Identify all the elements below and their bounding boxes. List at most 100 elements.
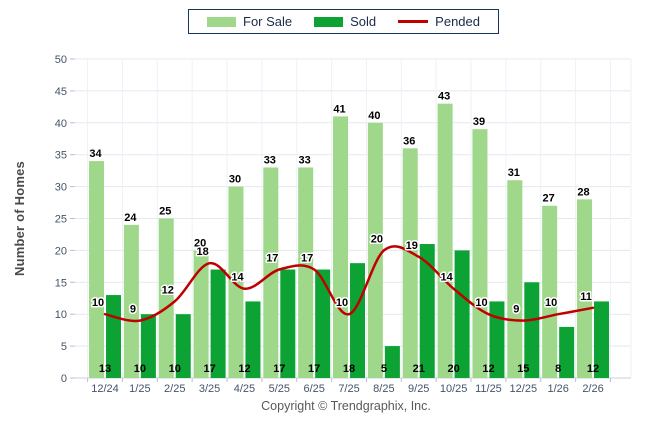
for-sale-bar [437, 103, 453, 378]
pended-value-label: 11 [580, 291, 592, 303]
legend-label-for-sale: For Sale [243, 14, 293, 29]
pended-line-swatch-icon [398, 20, 429, 23]
y-tick-label: 5 [61, 341, 67, 353]
sold-value-label: 20 [447, 363, 459, 375]
for-sale-value-label: 30 [229, 174, 241, 186]
x-axis-label: 2/25 [164, 383, 185, 395]
for-sale-value-label: 43 [438, 91, 450, 103]
pended-value-label: 10 [545, 297, 557, 309]
copyright-text: Copyright © Trendgraphix, Inc. [261, 399, 431, 413]
sold-bar [594, 301, 610, 378]
sold-bar [175, 314, 191, 378]
for-sale-value-label: 24 [124, 212, 137, 224]
for-sale-value-label: 31 [508, 167, 520, 179]
sold-bar [524, 282, 540, 378]
sold-value-label: 12 [238, 363, 250, 375]
x-axis-label: 5/25 [269, 383, 290, 395]
for-sale-bar [333, 116, 349, 379]
y-tick-label: 30 [55, 182, 67, 194]
sold-bar [140, 314, 156, 378]
sold-value-label: 18 [343, 363, 355, 375]
pended-value-label: 10 [475, 297, 487, 309]
for-sale-bar [577, 199, 593, 378]
x-axis-label: 4/25 [234, 383, 255, 395]
sold-bar [419, 244, 435, 378]
sold-bar [559, 326, 575, 378]
for-sale-value-label: 25 [159, 206, 171, 218]
for-sale-bar [89, 161, 105, 378]
for-sale-value-label: 27 [543, 193, 555, 205]
sold-value-label: 15 [517, 363, 529, 375]
x-axis-label: 9/25 [408, 383, 429, 395]
for-sale-bar [123, 224, 139, 378]
for-sale-value-label: 33 [299, 154, 311, 166]
x-axis-label: 3/25 [199, 383, 220, 395]
y-tick-label: 25 [55, 214, 67, 226]
x-axis-label: 7/25 [338, 383, 359, 395]
sold-value-label: 10 [134, 363, 146, 375]
for-sale-swatch-icon [207, 16, 236, 27]
y-tick-label: 40 [55, 118, 67, 130]
x-axis-label: 12/24 [91, 383, 119, 395]
y-tick-label: 35 [55, 150, 67, 162]
for-sale-bar [158, 218, 174, 378]
pended-value-label: 12 [162, 284, 174, 296]
pended-value-label: 9 [130, 304, 136, 316]
x-axis-label: 2/26 [582, 383, 603, 395]
pended-value-label: 20 [371, 233, 383, 245]
sold-value-label: 12 [482, 363, 494, 375]
y-tick-label: 10 [55, 309, 67, 321]
for-sale-value-label: 40 [368, 110, 380, 122]
pended-value-label: 9 [513, 304, 519, 316]
sold-bar [210, 269, 226, 378]
sold-value-label: 13 [99, 363, 111, 375]
sold-bar [280, 269, 296, 378]
legend-item-sold: Sold [314, 14, 376, 29]
for-sale-value-label: 28 [577, 186, 589, 198]
pended-value-label: 14 [440, 272, 453, 284]
y-tick-label: 15 [55, 277, 67, 289]
sold-bar [384, 346, 400, 378]
pended-value-label: 19 [406, 240, 418, 252]
for-sale-value-label: 34 [89, 148, 102, 160]
x-axis-label: 12/25 [510, 383, 538, 395]
legend-label-pended: Pended [435, 14, 480, 29]
for-sale-value-label: 33 [264, 154, 276, 166]
sold-bar [350, 263, 366, 378]
sold-bar [489, 301, 505, 378]
sold-value-label: 21 [413, 363, 425, 375]
sold-bar [454, 250, 470, 378]
pended-value-label: 17 [266, 253, 278, 265]
legend-item-pended: Pended [398, 14, 480, 29]
x-axis-label: 8/25 [373, 383, 394, 395]
y-tick-label: 45 [55, 86, 67, 98]
pended-line [103, 245, 595, 323]
y-tick-label: 50 [55, 54, 67, 66]
for-sale-bar [402, 148, 418, 378]
y-tick-label: 0 [61, 373, 67, 385]
pended-value-label: 14 [231, 272, 244, 284]
sold-value-label: 17 [273, 363, 285, 375]
legend: For Sale Sold Pended [188, 9, 499, 34]
pended-value-label: 10 [92, 297, 104, 309]
for-sale-value-label: 36 [403, 135, 415, 147]
sold-value-label: 17 [308, 363, 320, 375]
for-sale-bar [542, 205, 558, 378]
for-sale-bar [193, 250, 209, 378]
x-axis-label: 1/25 [129, 383, 150, 395]
sold-bar [315, 269, 331, 378]
x-axis-label: 1/26 [547, 383, 568, 395]
legend-item-for-sale: For Sale [207, 14, 292, 29]
x-axis-label: 6/25 [303, 383, 324, 395]
x-axis-label: 10/25 [440, 383, 468, 395]
sold-swatch-icon [314, 16, 344, 27]
sold-value-label: 10 [169, 363, 181, 375]
sold-value-label: 8 [555, 363, 561, 375]
legend-label-sold: Sold [350, 14, 377, 29]
for-sale-value-label: 39 [473, 116, 485, 128]
sold-value-label: 12 [587, 363, 599, 375]
for-sale-bar [472, 129, 488, 378]
sold-bar [245, 301, 261, 378]
pended-value-label: 17 [301, 253, 313, 265]
